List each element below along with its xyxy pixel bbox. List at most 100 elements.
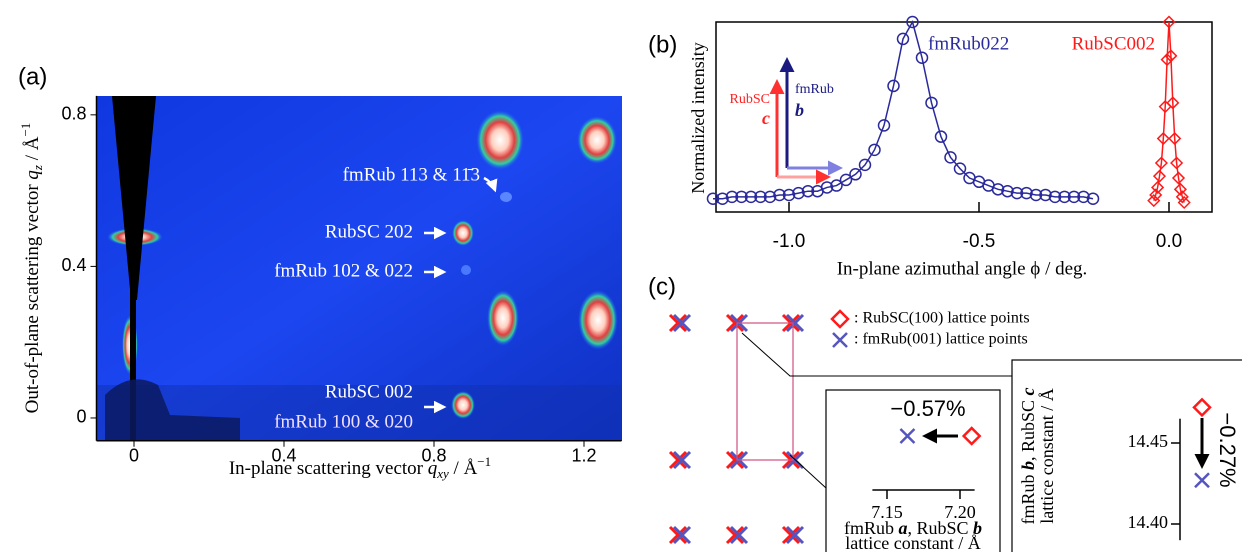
data-point (1154, 156, 1168, 170)
data-point (934, 130, 948, 143)
data-point (1177, 195, 1191, 210)
lattice-point (729, 525, 749, 545)
lattice-point (785, 313, 805, 333)
data-point (1160, 53, 1174, 67)
data-point (1001, 184, 1014, 198)
y-axis-label-part: q (22, 170, 43, 180)
data-point (1029, 188, 1043, 202)
y-axis-label-part: fmRub (1018, 470, 1038, 525)
data-point (1175, 190, 1189, 204)
legend-label: : fmRub(001) lattice points (854, 331, 1028, 348)
y-axis-label: Out-of-plane scattering vector qz / Å−1 (18, 123, 45, 414)
data-point (839, 173, 853, 187)
data-point (1164, 49, 1178, 63)
data-point (899, 428, 916, 444)
data-point (868, 143, 881, 157)
x-tick-label: 7.15 (871, 502, 903, 522)
data-point (849, 168, 862, 181)
data-point (1067, 190, 1081, 204)
data-point (716, 192, 729, 205)
inset-label: b (795, 100, 804, 120)
data-point (925, 96, 938, 110)
data-point (1020, 186, 1033, 200)
y-axis-label-part: z (30, 165, 45, 171)
data-point (915, 51, 929, 64)
data-point (1171, 171, 1186, 185)
x-axis-label-part: , RubSC (907, 518, 973, 538)
x-tick-label: -0.5 (963, 231, 996, 252)
y-axis-label: fmRub b, RubSC c (1018, 387, 1038, 524)
y-axis-label-part: , RubSC (1018, 395, 1038, 461)
x-axis-label-part: −1 (477, 454, 491, 469)
data-point (792, 186, 805, 200)
data-point (744, 190, 758, 204)
data-point (991, 183, 1005, 196)
y-tick-label: 14.40 (1128, 512, 1169, 532)
zoom-lines (741, 332, 1012, 489)
detector-image (97, 96, 622, 441)
data-point (725, 190, 739, 204)
x-axis-label: fmRub a, RubSC b (844, 518, 982, 538)
annotation: −0.57% (890, 396, 965, 421)
data-point (1162, 15, 1176, 29)
panel-label: (a) (18, 63, 47, 90)
data-point (735, 190, 748, 204)
x-tick-label: -1.0 (773, 231, 806, 252)
x-tick-label: 0.0 (1156, 231, 1182, 252)
y-axis-label-part: −1 (18, 123, 33, 137)
data-point (1152, 169, 1167, 183)
y-axis-label-part: / Å (22, 136, 43, 165)
legend-label: : RubSC(100) lattice points (854, 310, 1030, 327)
inset-label: c (762, 108, 770, 128)
y-tick-label: 0.4 (61, 255, 86, 275)
data-point (961, 426, 982, 446)
annotation: fmRub 113 & 11̄3 (343, 164, 480, 185)
x-axis-label: In-plane azimuthal angle ϕ / deg. (837, 258, 1088, 279)
data-point (944, 151, 957, 164)
y-axis-label-part: b (1018, 461, 1038, 470)
y-tick-label: 0 (76, 407, 86, 427)
x-tick-label: 0.4 (271, 445, 296, 465)
x-tick-label: 0 (129, 445, 139, 465)
lattice-point (672, 450, 692, 470)
x-axis-label-part: xy (436, 466, 449, 481)
lattice-point (668, 450, 688, 470)
series-label: RubSC002 (1072, 33, 1155, 54)
y-tick-label: 0.8 (61, 104, 86, 124)
plot-frame (715, 21, 1213, 213)
data-point (1170, 156, 1184, 170)
data-point (1151, 180, 1165, 195)
series-line (713, 20, 1094, 200)
data-point (896, 32, 910, 46)
lattice-point (725, 450, 745, 470)
inset-axes (769, 57, 843, 185)
data-point (1086, 192, 1100, 205)
series-line (1153, 21, 1185, 203)
data-point (877, 119, 891, 132)
x-axis-label-part: In-plane scattering vector (229, 458, 428, 479)
annotation: RubSC 202 (325, 221, 413, 242)
lattice-point (785, 525, 805, 545)
unit-cell (736, 322, 794, 461)
x-axis-label-part: a (898, 518, 907, 538)
lattice-point (672, 525, 692, 545)
legend-marker (832, 332, 848, 348)
y-axis-label-part: Out-of-plane scattering vector (22, 180, 43, 414)
data-point (1166, 96, 1180, 110)
data-point (953, 162, 967, 175)
lattice-point (781, 525, 801, 545)
data-point (1156, 131, 1170, 146)
x-axis-label-part: q (428, 458, 438, 479)
annotation-arrows (424, 176, 498, 414)
legend-marker (830, 309, 850, 329)
x-tick-label: 7.20 (944, 502, 976, 522)
lattice-point (668, 313, 688, 333)
lattice-point (672, 313, 692, 333)
data-point (1168, 131, 1182, 146)
data-point (1058, 190, 1071, 204)
lattice-point (668, 525, 688, 545)
x-axis-label-part: b (973, 518, 982, 538)
x-tick-label: 1.2 (571, 445, 596, 465)
inset-label: RubSC (730, 92, 770, 107)
